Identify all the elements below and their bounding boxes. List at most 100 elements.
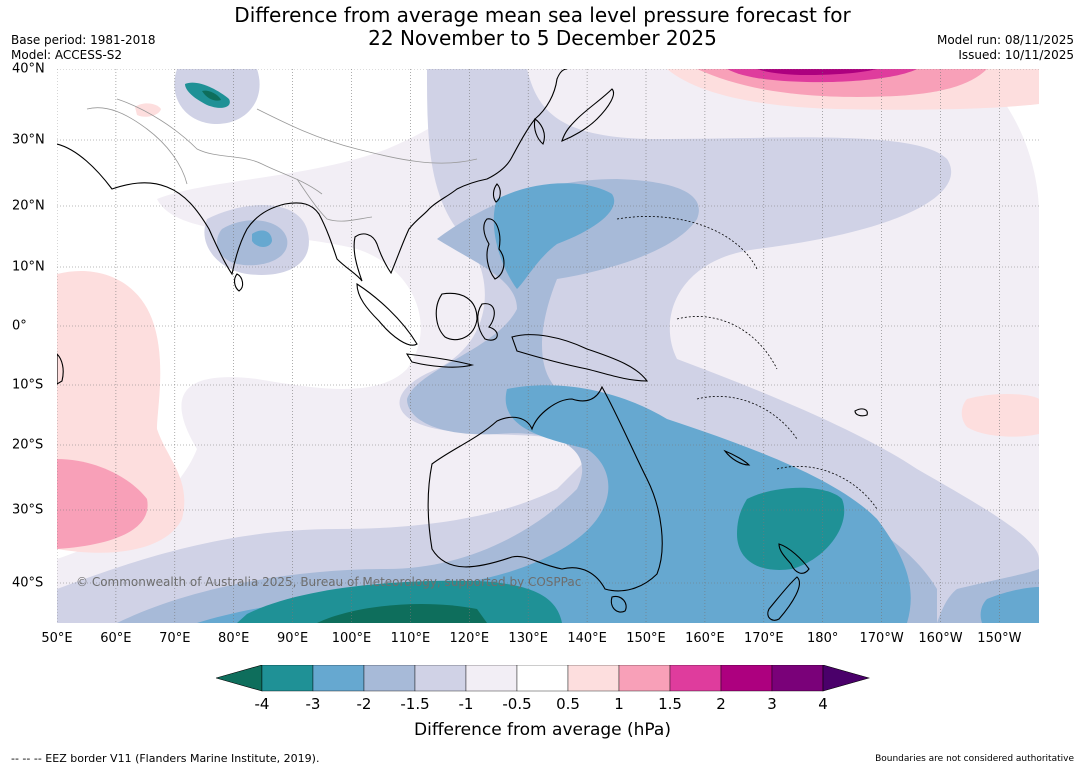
coast-philippines (483, 218, 505, 280)
colorbar-segment (312, 664, 365, 692)
model-run: Model run: 08/11/2025 (936, 33, 1074, 47)
coast-new-caledonia (723, 449, 751, 466)
field-plus-0-5-se (961, 394, 1039, 437)
field-minus-4-tibet (202, 90, 221, 101)
longitude-label: 140°E (567, 631, 607, 646)
eez-4 (776, 466, 878, 510)
field-plus-2-npac (757, 69, 877, 75)
latitude-label: 0° (12, 318, 27, 334)
coast-japan (561, 88, 615, 142)
title-line-2: 22 November to 5 December 2025 (368, 26, 717, 50)
longitude-label: 80°E (218, 631, 250, 646)
longitude-label: 150°W (977, 631, 1022, 646)
longitude-label: 150°E (626, 631, 666, 646)
eez-2 (676, 316, 778, 370)
coast-asia-mainland (57, 69, 568, 282)
border-asia-2 (86, 107, 188, 185)
eez-borders (616, 216, 878, 510)
longitude-label: 160°E (685, 631, 725, 646)
colorbar-segment (669, 664, 722, 692)
colorbar-tick-label: 1 (614, 695, 624, 713)
coast-fiji (854, 408, 868, 417)
anomaly-fields (57, 69, 1039, 623)
colorbar-segment (771, 664, 824, 692)
coast-new-guinea (511, 334, 649, 382)
colorbar (214, 664, 871, 697)
field-minus-3-south (237, 580, 562, 623)
field-plus-1-west (57, 459, 148, 549)
longitude-label: 170°E (744, 631, 784, 646)
field-minus-2 (493, 183, 615, 289)
map-panel[interactable] (57, 69, 1039, 623)
eez-1 (616, 216, 758, 270)
base-period: Base period: 1981-2018 (11, 33, 156, 47)
colorbar-segment (720, 664, 773, 692)
border-asia-4 (256, 108, 478, 164)
colorbar-tick-label: 3 (767, 695, 777, 713)
map-title: Difference from average mean sea level p… (0, 4, 1085, 50)
latitude-label: 40°N (12, 61, 45, 77)
latitude-label: 20°N (12, 198, 45, 214)
meta-left: Base period: 1981-2018 Model: ACCESS-S2 (11, 33, 156, 63)
border-asia-1 (116, 98, 323, 195)
colorbar-segment (516, 664, 569, 692)
longitude-label: 130°E (508, 631, 548, 646)
colorbar-tick-label: -3 (305, 695, 321, 713)
longitude-label: 160°W (918, 631, 963, 646)
eez-note: -- -- -- EEZ border V11 (Flanders Marine… (11, 752, 320, 765)
field-minus-1-5-bay (217, 220, 288, 266)
colorbar-tick-label: -0.5 (502, 695, 532, 713)
meta-right: Model run: 08/11/2025 Issued: 10/11/2025 (937, 33, 1074, 63)
longitude-label: 70°E (159, 631, 191, 646)
field-minus-2-aus (197, 385, 911, 623)
longitude-label: 60°E (100, 631, 132, 646)
colorbar-extend-low (214, 664, 263, 692)
latitude-label: 40°S (12, 575, 44, 591)
latitude-label: 30°N (12, 132, 45, 148)
colorbar-tick-label: -4 (254, 695, 270, 713)
coast-sulawesi (477, 303, 498, 341)
colorbar-tick-label: -2 (356, 695, 372, 713)
longitude-label: 90°E (276, 631, 309, 646)
colorbar-extend-high (822, 664, 871, 692)
longitude-label: 110°E (390, 631, 431, 646)
colorbar-segment (261, 664, 314, 692)
latitude-label: 10°N (12, 259, 45, 275)
colorbar-tick-label: -1 (458, 695, 474, 713)
map-canvas[interactable] (57, 69, 1039, 623)
field-minus-4 (317, 603, 487, 623)
longitude-label: 170°W (859, 631, 904, 646)
border-asia-3 (296, 178, 373, 222)
colorbar-segment (414, 664, 467, 692)
coast-sumatra (356, 282, 418, 346)
colorbar-segment (618, 664, 671, 692)
coastlines (57, 69, 868, 621)
copyright-text: © Commonwealth of Australia 2025, Bureau… (76, 575, 582, 589)
coast-taiwan (492, 183, 501, 203)
colorbar-tick-label: 1.5 (658, 695, 682, 713)
colorbar-graphic (214, 664, 871, 692)
coast-nz-north (778, 543, 810, 574)
colorbar-title: Difference from average (hPa) (414, 720, 671, 740)
coast-korea (533, 118, 545, 145)
latitude-label: 10°S (12, 377, 44, 393)
longitude-label: 180° (807, 631, 839, 646)
colorbar-tick-label: 2 (716, 695, 726, 713)
coast-australia (427, 385, 663, 592)
boundary-disclaimer: Boundaries are not considered authoritat… (875, 754, 1074, 764)
colorbar-segment (567, 664, 620, 692)
colorbar-tick-label: -1.5 (400, 695, 430, 713)
coast-tasmania (610, 595, 627, 613)
colorbar-tick-label: 0.5 (556, 695, 580, 713)
field-minus-2-bay (252, 230, 272, 247)
colorbar-segment (465, 664, 518, 692)
field-plus-0-5-asia (135, 103, 161, 117)
gridlines (57, 69, 1039, 623)
longitude-label: 50°E (41, 631, 73, 646)
latitude-label: 30°S (12, 502, 44, 518)
latitude-label: 20°S (12, 437, 44, 453)
field-minus-2-east (980, 587, 1039, 623)
longitude-label: 100°E (331, 631, 372, 646)
longitude-label: 120°E (449, 631, 490, 646)
colorbar-tick-label: 4 (818, 695, 828, 713)
